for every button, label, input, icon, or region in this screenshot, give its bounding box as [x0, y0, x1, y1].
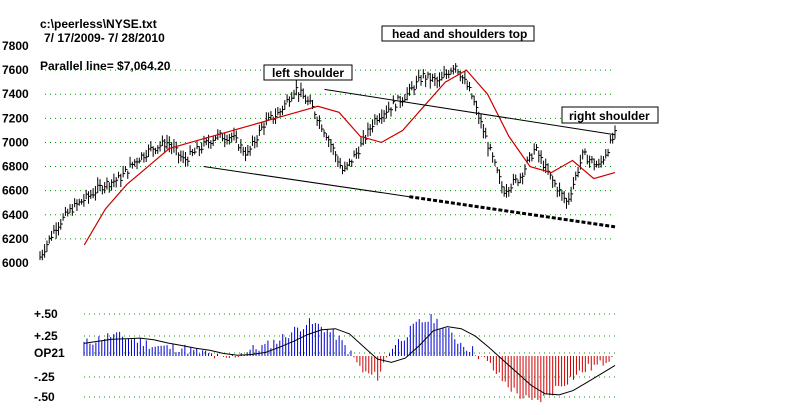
price-tick-label: 6800	[2, 160, 29, 174]
price-grid	[45, 69, 615, 240]
price-tick-label: 6400	[2, 208, 29, 222]
oscillator-grid	[84, 313, 615, 398]
osc-tick-label: OP21	[34, 346, 65, 360]
head-annotation-text: head and shoulders top	[392, 27, 527, 41]
osc-tick-label: +.25	[34, 329, 58, 343]
head-annotation: head and shoulders top	[381, 25, 535, 42]
osc-tick-label: +.50	[34, 307, 58, 321]
file-label: c:\peerless\NYSE.txt	[40, 17, 157, 31]
date-range-label: 7/ 17/2009- 7/ 28/2010	[44, 31, 165, 45]
price-tick-label: 7000	[2, 135, 29, 149]
price-tick-label: 6600	[2, 184, 29, 198]
parallel-line-label: Parallel line= $7,064.20	[40, 59, 171, 73]
osc-tick-label: -.50	[34, 390, 55, 404]
right-shoulder-text: right shoulder	[569, 109, 650, 123]
left-shoulder-annotation: left shoulder	[263, 64, 353, 81]
left-shoulder-box	[263, 64, 353, 81]
left-shoulder-text: left shoulder	[272, 66, 344, 80]
price-bars	[39, 63, 617, 261]
price-tick-label: 7600	[2, 63, 29, 77]
head-annotation-box	[381, 25, 535, 42]
price-axis: 7800 7600 7400 7200 7000 6800 6600 6400 6200 6000	[2, 39, 29, 270]
price-tick-label: 7800	[2, 39, 29, 53]
price-tick-label: 6200	[2, 232, 29, 246]
price-tick-label: 7400	[2, 87, 29, 101]
moving-average-line	[83, 69, 616, 246]
right-shoulder-annotation: right shoulder	[561, 106, 659, 124]
oscillator-axis: +.50 +.25 OP21 -.25 -.50	[34, 307, 65, 404]
oscillator-bars	[83, 314, 616, 403]
price-tick-label: 7200	[2, 111, 29, 125]
price-tick-label: 6000	[2, 256, 29, 270]
lower-trend-extension	[409, 195, 616, 229]
oscillator-ma-line	[83, 326, 616, 396]
osc-tick-label: -.25	[34, 370, 55, 384]
lower-trend-line	[203, 166, 410, 198]
right-shoulder-box	[561, 106, 659, 124]
upper-trend-line	[324, 88, 616, 136]
